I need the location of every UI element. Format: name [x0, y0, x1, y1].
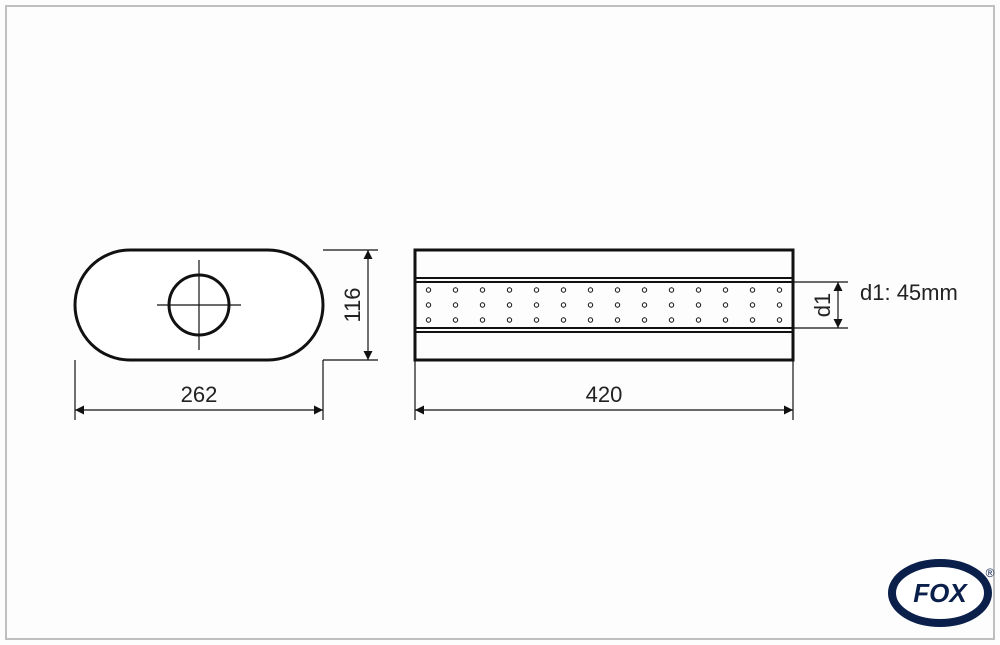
perforation-hole	[723, 288, 727, 292]
perforations	[426, 288, 781, 322]
perforation-hole	[534, 288, 538, 292]
perforation-hole	[507, 288, 511, 292]
dim-262-label: 262	[181, 382, 218, 407]
perforation-hole	[696, 303, 700, 307]
perforation-hole	[588, 288, 592, 292]
front-view: 262 116	[75, 250, 378, 420]
perforation-hole	[507, 318, 511, 322]
perforation-hole	[615, 288, 619, 292]
perforation-hole	[696, 288, 700, 292]
perforation-hole	[615, 318, 619, 322]
perforation-hole	[588, 303, 592, 307]
perforation-hole	[561, 318, 565, 322]
dim-116: 116	[323, 250, 378, 360]
perforation-hole	[750, 303, 754, 307]
fox-logo-text: FOX	[913, 578, 968, 608]
annotation-d1: d1: 45mm	[860, 280, 958, 305]
perforation-hole	[426, 318, 430, 322]
dim-116-label: 116	[340, 287, 365, 322]
perforation-hole	[777, 318, 781, 322]
perforation-hole	[723, 318, 727, 322]
perforation-hole	[453, 288, 457, 292]
perforation-hole	[642, 303, 646, 307]
perforation-hole	[696, 318, 700, 322]
fox-logo: FOX ®	[892, 563, 995, 623]
fox-logo-registered: ®	[986, 566, 995, 580]
perforation-hole	[453, 318, 457, 322]
perforation-hole	[426, 303, 430, 307]
hatched-wall-top	[415, 250, 793, 278]
perforation-hole	[750, 288, 754, 292]
perforation-hole	[561, 288, 565, 292]
perforation-hole	[561, 303, 565, 307]
side-view: 420 d1 d1: 45mm	[415, 250, 958, 420]
perforation-hole	[453, 303, 457, 307]
dim-420-label: 420	[586, 382, 623, 407]
perforation-hole	[480, 288, 484, 292]
perforation-hole	[642, 318, 646, 322]
side-outline	[415, 250, 793, 360]
dim-420: 420	[415, 360, 793, 420]
perforation-hole	[669, 288, 673, 292]
perforation-hole	[723, 303, 727, 307]
perforation-hole	[669, 303, 673, 307]
perforation-hole	[777, 303, 781, 307]
dim-d1-short: d1	[810, 293, 835, 317]
perforation-hole	[615, 303, 619, 307]
dim-262: 262	[75, 360, 323, 420]
perforation-hole	[669, 318, 673, 322]
hatched-wall-bottom	[415, 332, 793, 360]
perforation-hole	[426, 288, 430, 292]
perforation-hole	[534, 318, 538, 322]
perforation-hole	[480, 303, 484, 307]
perforation-hole	[750, 318, 754, 322]
perforation-hole	[777, 288, 781, 292]
perforation-hole	[480, 318, 484, 322]
perforation-hole	[534, 303, 538, 307]
perforation-hole	[588, 318, 592, 322]
engineering-drawing: 262 116 420	[0, 0, 1000, 645]
perforation-hole	[642, 288, 646, 292]
dim-d1: d1	[793, 282, 848, 328]
perforation-hole	[507, 303, 511, 307]
